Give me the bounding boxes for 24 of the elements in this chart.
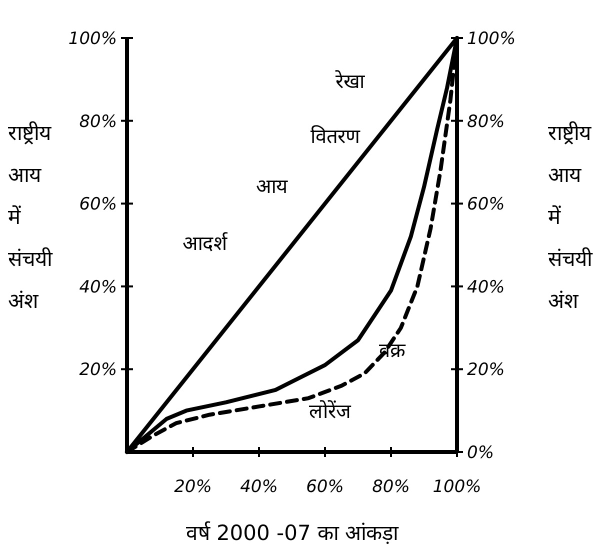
x-axis-title: वर्ष 2000 -07 का आंकड़ा bbox=[186, 521, 400, 545]
annotation: आय bbox=[256, 174, 288, 198]
y2-tick-label: 60% bbox=[467, 194, 505, 215]
x-tick-label: 80% bbox=[372, 477, 410, 497]
x-tick-label: 60% bbox=[306, 477, 344, 497]
x-tick-label: 20% bbox=[174, 477, 212, 497]
y-tick-label: 40% bbox=[79, 277, 117, 298]
annotation: आदर्श bbox=[182, 231, 228, 255]
y-tick-label: 60% bbox=[79, 194, 117, 215]
y2-tick-label: 40% bbox=[467, 277, 505, 298]
y2-tick-label: 100% bbox=[467, 29, 516, 49]
annotation: लोरेंज bbox=[309, 399, 352, 423]
y2-tick-label: 0% bbox=[467, 443, 494, 463]
y-axis-title: राष्ट्रीय आय में संचयी अंश bbox=[8, 121, 53, 313]
x-tick-label: 100% bbox=[432, 477, 482, 497]
y-tick-label: 80% bbox=[79, 112, 117, 132]
y-tick-label: 100% bbox=[68, 29, 117, 49]
y2-tick-label: 80% bbox=[467, 112, 505, 132]
annotation: वितरण bbox=[310, 124, 360, 148]
y2-axis-title: राष्ट्रीय आय में संचयी अंश bbox=[548, 121, 593, 313]
annotation: रेखा bbox=[334, 69, 366, 93]
y-tick-label: 20% bbox=[79, 360, 117, 380]
y2-tick-label: 20% bbox=[467, 360, 505, 380]
x-tick-label: 40% bbox=[240, 477, 278, 497]
